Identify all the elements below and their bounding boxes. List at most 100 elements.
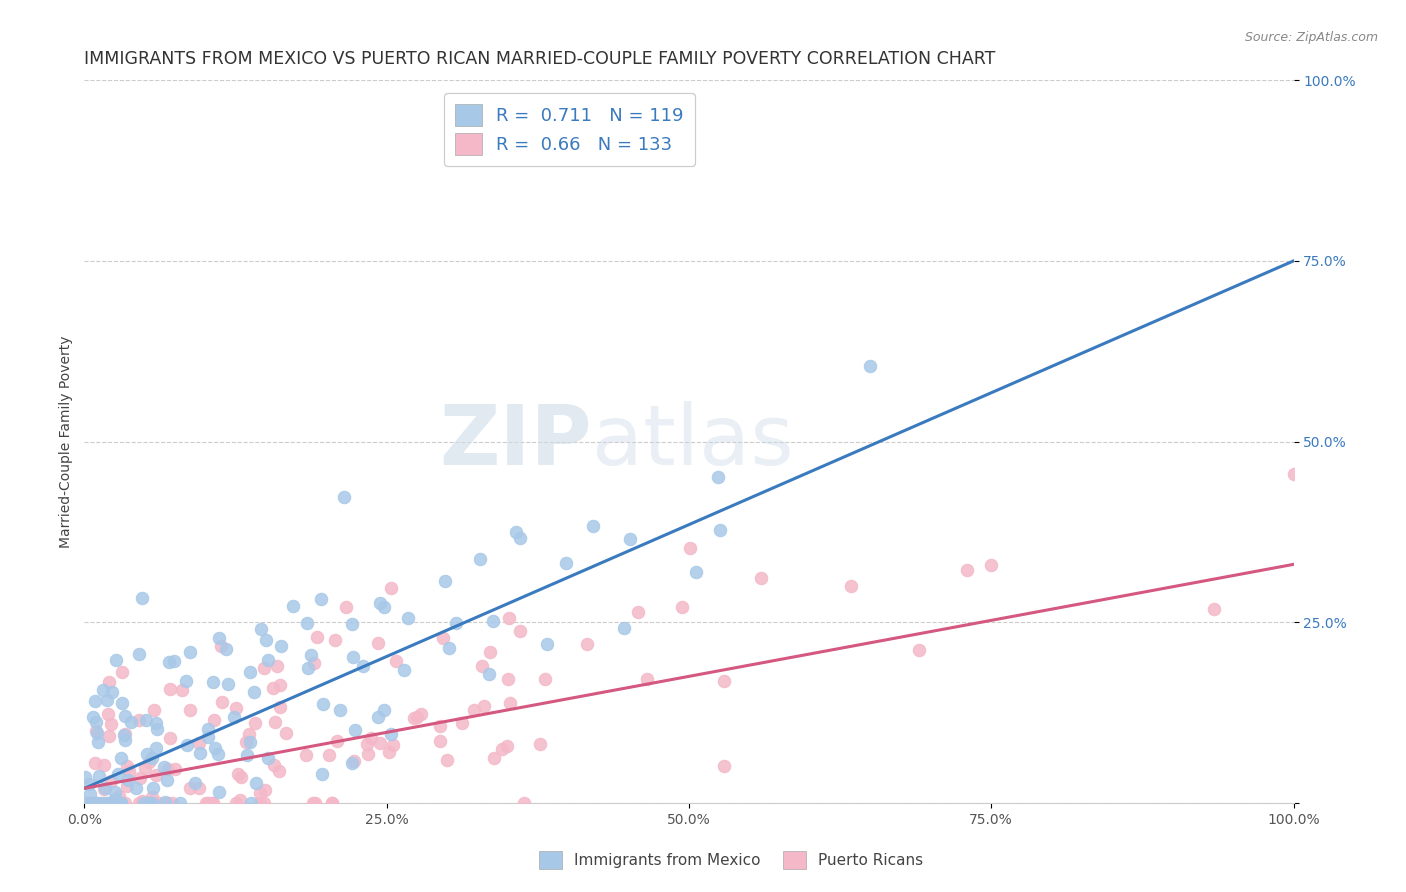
Point [104, 784, 127, 798]
Point [128, 796, 150, 810]
Point [128, 713, 150, 727]
Point [100, 774, 122, 789]
Point [169, 796, 191, 810]
Point [245, 715, 267, 730]
Point [405, 710, 427, 724]
Point [636, 672, 658, 686]
Point [318, 748, 340, 763]
Point [135, 796, 157, 810]
Point [100, 796, 122, 810]
Point [239, 734, 262, 748]
Point [75, 796, 97, 810]
Point [188, 747, 211, 761]
Point [75, 770, 97, 784]
Point [295, 615, 318, 630]
Point [360, 731, 382, 745]
Point [367, 709, 389, 723]
Point [478, 667, 501, 681]
Point [141, 796, 163, 810]
Point [225, 796, 247, 810]
Point [211, 695, 233, 709]
Point [217, 676, 239, 690]
Point [1282, 467, 1305, 481]
Point [713, 759, 735, 773]
Point [505, 524, 527, 539]
Point [146, 722, 169, 736]
Point [97, 675, 120, 690]
Point [202, 674, 225, 689]
Point [139, 796, 162, 810]
Point [87, 735, 110, 749]
Point [114, 796, 136, 810]
Point [80, 796, 103, 810]
Point [264, 714, 287, 729]
Point [143, 796, 166, 810]
Text: Source: ZipAtlas.com: Source: ZipAtlas.com [1244, 31, 1378, 45]
Point [111, 665, 134, 680]
Point [114, 708, 136, 723]
Point [138, 796, 160, 810]
Point [451, 716, 474, 731]
Point [93, 757, 115, 772]
Point [245, 776, 267, 790]
Point [134, 796, 156, 810]
Point [270, 639, 292, 653]
Point [104, 792, 127, 806]
Point [333, 491, 356, 505]
Point [470, 551, 492, 566]
Point [534, 672, 557, 686]
Y-axis label: Married-Couple Family Poverty: Married-Couple Family Poverty [59, 335, 73, 548]
Point [202, 713, 225, 727]
Point [321, 796, 343, 810]
Point [201, 796, 224, 810]
Point [91, 683, 114, 698]
Point [138, 755, 160, 769]
Point [378, 746, 401, 760]
Point [955, 563, 977, 577]
Point [342, 649, 364, 664]
Point [75, 796, 97, 810]
Point [253, 661, 276, 675]
Point [368, 596, 391, 610]
Point [404, 711, 426, 725]
Point [114, 732, 136, 747]
Point [138, 795, 160, 809]
Point [96, 796, 118, 810]
Point [97, 796, 120, 810]
Point [184, 776, 207, 790]
Point [409, 706, 432, 721]
Point [380, 727, 402, 741]
Point [482, 751, 505, 765]
Point [343, 754, 366, 768]
Point [305, 630, 328, 644]
Point [107, 767, 129, 781]
Point [141, 789, 163, 804]
Point [709, 523, 731, 537]
Point [257, 653, 280, 667]
Point [86, 724, 108, 739]
Point [115, 779, 138, 793]
Point [380, 582, 402, 596]
Point [156, 762, 179, 776]
Point [340, 756, 363, 771]
Point [121, 714, 143, 729]
Point [125, 780, 148, 795]
Point [357, 747, 380, 761]
Point [201, 796, 224, 810]
Point [153, 760, 176, 774]
Point [197, 796, 219, 810]
Point [432, 631, 454, 645]
Point [437, 641, 460, 656]
Point [575, 637, 598, 651]
Point [197, 730, 219, 744]
Point [87, 796, 110, 810]
Point [301, 796, 323, 810]
Point [262, 681, 284, 695]
Point [463, 703, 485, 717]
Point [352, 659, 374, 673]
Point [128, 647, 150, 661]
Point [77, 776, 100, 790]
Point [235, 735, 257, 749]
Point [297, 661, 319, 675]
Point [229, 793, 252, 807]
